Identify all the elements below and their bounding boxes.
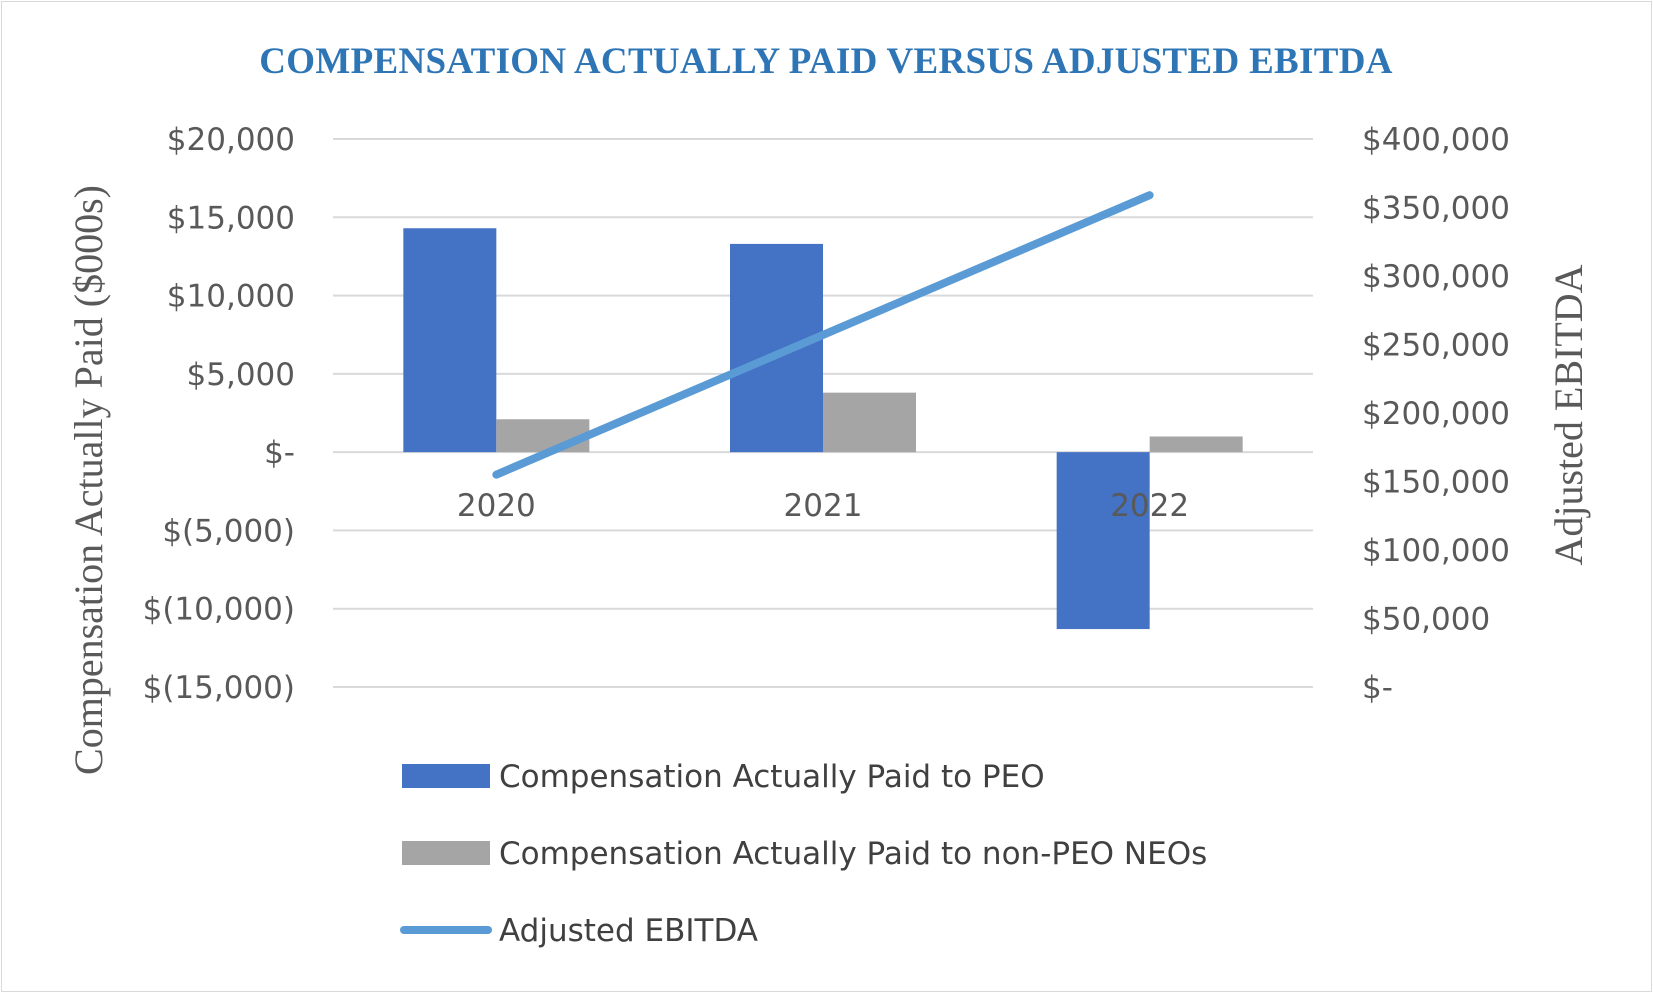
- x-tick-label: 2022: [1110, 488, 1189, 524]
- legend-label-0: Compensation Actually Paid to PEO: [499, 759, 1045, 795]
- bar-non-peo-2020: [496, 419, 590, 453]
- legend-label-1: Compensation Actually Paid to non-PEO NE…: [499, 836, 1207, 872]
- left-axis-title: Compensation Actually Paid ($000s): [66, 185, 111, 775]
- right-tick-label: $200,000: [1362, 396, 1510, 432]
- right-tick-label: $350,000: [1362, 191, 1510, 227]
- left-tick-label: $20,000: [167, 122, 295, 158]
- bar-peo-2020: [403, 228, 497, 453]
- right-tick-label: $300,000: [1362, 259, 1510, 295]
- right-tick-label: $50,000: [1362, 602, 1490, 638]
- left-tick-label: $15,000: [167, 200, 295, 236]
- left-tick-label: $-: [264, 435, 295, 471]
- bar-non-peo-2021: [823, 392, 916, 453]
- line-series: [492, 191, 1154, 479]
- left-tick-label: $(10,000): [143, 592, 295, 628]
- bar-non-peo-2022: [1149, 436, 1243, 453]
- right-tick-label: $250,000: [1362, 328, 1510, 364]
- legend-swatch-1: [402, 841, 490, 865]
- left-axis-ticks: $20,000 $15,000 $10,000 $5,000 $- $(5,000) $(1…: [143, 122, 295, 706]
- right-axis-ticks: $400,000 $350,000 $300,000 $250,000 $200,000…: [1362, 122, 1510, 706]
- right-axis-title: Adjusted EBITDA: [1546, 264, 1591, 565]
- right-tick-label: $-: [1362, 670, 1393, 706]
- left-tick-label: $10,000: [167, 279, 295, 315]
- left-tick-label: $(15,000): [143, 670, 295, 706]
- legend-swatch-0: [402, 764, 490, 788]
- legend: Compensation Actually Paid to PEO Compens…: [400, 759, 1207, 949]
- bar-peo-2022: [1056, 452, 1150, 630]
- x-tick-label: 2020: [457, 488, 536, 524]
- x-tick-label: 2021: [784, 488, 863, 524]
- right-tick-label: $150,000: [1362, 465, 1510, 501]
- bar-peo-2021: [730, 243, 823, 453]
- legend-label-2: Adjusted EBITDA: [499, 913, 758, 949]
- right-tick-label: $400,000: [1362, 122, 1510, 158]
- x-axis-labels: 2020 2021 2022: [457, 488, 1189, 524]
- chart-title: COMPENSATION ACTUALLY PAID VERSUS ADJUST…: [259, 41, 1393, 82]
- right-tick-label: $100,000: [1362, 533, 1510, 569]
- left-tick-label: $(5,000): [162, 513, 295, 549]
- bars: [403, 228, 1243, 630]
- left-tick-label: $5,000: [187, 357, 295, 393]
